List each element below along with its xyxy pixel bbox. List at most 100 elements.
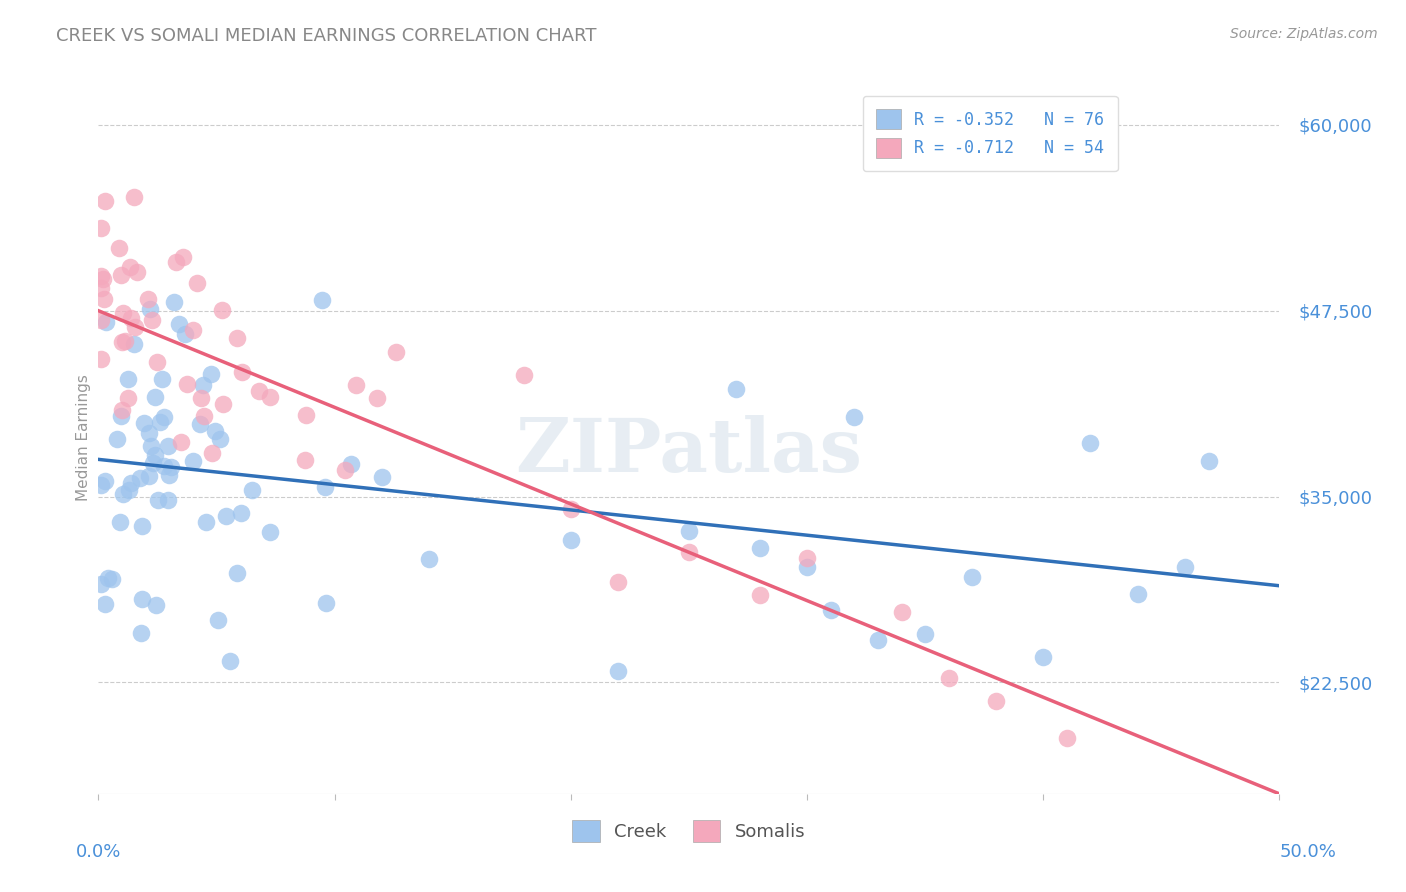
Point	[259, 524, 281, 539]
Point	[962, 570, 984, 584]
Point	[138, 426, 160, 441]
Point	[122, 190, 145, 204]
Point	[146, 355, 169, 369]
Point	[157, 493, 180, 508]
Point	[938, 672, 960, 686]
Point	[204, 424, 226, 438]
Point	[114, 334, 136, 348]
Point	[844, 410, 866, 425]
Point	[190, 391, 212, 405]
Point	[207, 613, 229, 627]
Point	[560, 533, 582, 547]
Point	[314, 480, 336, 494]
Point	[142, 456, 165, 470]
Point	[191, 377, 214, 392]
Legend: Creek, Somalis: Creek, Somalis	[565, 813, 813, 849]
Point	[176, 376, 198, 391]
Point	[94, 315, 117, 329]
Point	[157, 439, 180, 453]
Point	[117, 391, 139, 405]
Point	[311, 293, 333, 307]
Point	[725, 382, 748, 396]
Point	[183, 454, 205, 468]
Point	[145, 390, 167, 404]
Point	[796, 551, 818, 566]
Point	[97, 571, 120, 585]
Point	[90, 478, 112, 492]
Point	[181, 323, 204, 337]
Point	[108, 516, 131, 530]
Point	[370, 470, 392, 484]
Point	[131, 625, 153, 640]
Point	[93, 292, 115, 306]
Point	[247, 384, 270, 398]
Point	[240, 483, 263, 497]
Point	[160, 460, 183, 475]
Point	[118, 483, 141, 497]
Point	[866, 633, 889, 648]
Point	[131, 592, 153, 607]
Point	[110, 268, 132, 282]
Point	[1198, 453, 1220, 467]
Point	[1032, 649, 1054, 664]
Point	[153, 410, 176, 425]
Point	[231, 365, 253, 379]
Point	[125, 265, 148, 279]
Point	[153, 459, 176, 474]
Point	[94, 194, 117, 208]
Point	[90, 313, 112, 327]
Point	[259, 390, 281, 404]
Point	[1080, 436, 1102, 450]
Text: 50.0%: 50.0%	[1279, 843, 1336, 861]
Text: ZIPatlas: ZIPatlas	[516, 415, 862, 488]
Point	[143, 448, 166, 462]
Point	[139, 301, 162, 316]
Point	[132, 416, 155, 430]
Point	[120, 310, 142, 325]
Point	[215, 508, 238, 523]
Point	[174, 326, 197, 341]
Point	[211, 397, 233, 411]
Point	[172, 251, 194, 265]
Point	[366, 391, 388, 405]
Point	[333, 463, 356, 477]
Point	[101, 573, 124, 587]
Point	[93, 272, 115, 286]
Point	[820, 603, 842, 617]
Point	[890, 605, 912, 619]
Point	[110, 335, 132, 350]
Point	[105, 433, 128, 447]
Point	[607, 574, 630, 589]
Point	[169, 434, 191, 449]
Point	[138, 468, 160, 483]
Point	[294, 453, 316, 467]
Point	[90, 281, 112, 295]
Point	[131, 518, 153, 533]
Point	[186, 277, 208, 291]
Point	[124, 320, 146, 334]
Point	[231, 506, 253, 520]
Point	[512, 368, 534, 382]
Point	[111, 403, 134, 417]
Point	[120, 260, 142, 274]
Point	[90, 221, 112, 235]
Point	[315, 595, 337, 609]
Point	[984, 694, 1007, 708]
Text: Source: ZipAtlas.com: Source: ZipAtlas.com	[1230, 27, 1378, 41]
Point	[128, 471, 150, 485]
Point	[165, 255, 187, 269]
Point	[607, 664, 630, 678]
Point	[560, 501, 582, 516]
Point	[1056, 731, 1078, 746]
Point	[145, 599, 167, 613]
Point	[340, 457, 363, 471]
Point	[208, 432, 231, 446]
Point	[167, 317, 190, 331]
Point	[111, 306, 134, 320]
Point	[211, 303, 233, 318]
Point	[94, 475, 117, 489]
Point	[678, 545, 700, 559]
Point	[294, 408, 316, 422]
Point	[122, 336, 145, 351]
Point	[110, 409, 132, 424]
